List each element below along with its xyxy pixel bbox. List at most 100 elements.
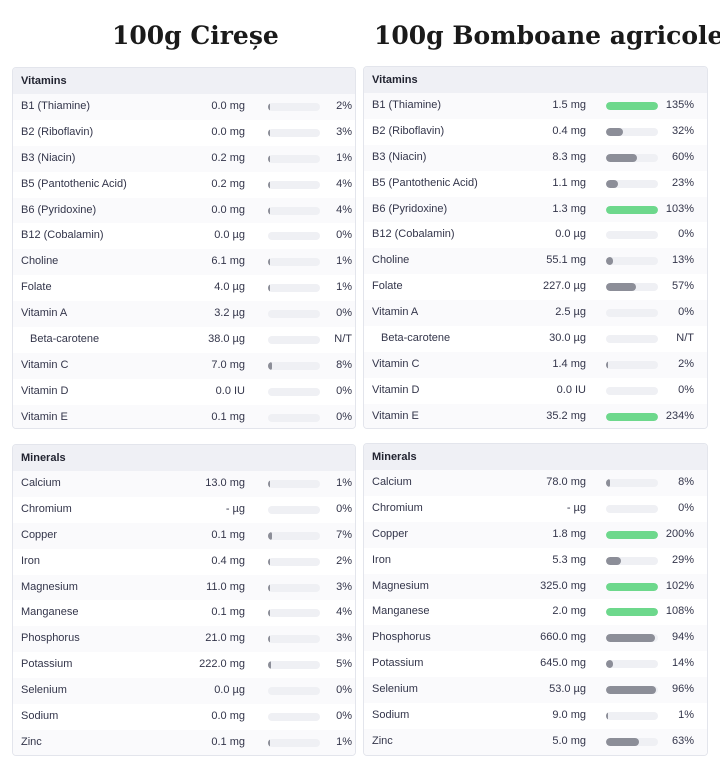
daily-value-bar <box>268 413 320 422</box>
nutrient-amount: 8.3 mg <box>552 150 586 163</box>
nutrient-row: B2 (Riboflavin) 0.4 mg 32% <box>364 119 707 145</box>
nutrient-row: Folate 4.0 µg 1% <box>13 275 355 301</box>
nutrient-row: Magnesium 11.0 mg 3% <box>13 574 355 601</box>
nutrient-name: Potassium <box>21 658 73 671</box>
daily-value-bar <box>606 556 658 565</box>
nutrient-row: Choline 55.1 mg 13% <box>364 248 707 275</box>
nutrient-name: Copper <box>21 528 58 541</box>
daily-value-bar-fill <box>268 206 271 215</box>
daily-value-bar-fill <box>268 154 270 163</box>
daily-value-bar-fill <box>606 712 608 721</box>
daily-value-percent: 200% <box>665 527 694 540</box>
nutrient-row: Folate 227.0 µg 57% <box>364 274 707 300</box>
nutrient-row: Vitamin C 1.4 mg 2% <box>364 351 707 378</box>
nutrient-amount: 9.0 mg <box>552 709 586 722</box>
vitamins-panel-candy: Vitamins B1 (Thiamine) 1.5 mg 135% B2 (Ribo… <box>363 66 708 429</box>
nutrient-name: B5 (Pantothenic Acid) <box>21 177 127 190</box>
nutrient-name: Vitamin C <box>21 358 69 371</box>
daily-value-bar-fill <box>606 530 658 539</box>
daily-value-bar <box>268 557 320 566</box>
nutrient-name: Vitamin A <box>21 307 68 320</box>
daily-value-bar <box>606 231 658 240</box>
nutrient-row: Vitamin D 0.0 IU 0% <box>364 378 707 404</box>
nutrient-row: Calcium 13.0 mg 1% <box>13 471 355 497</box>
nutrient-row: Zinc 5.0 mg 63% <box>364 728 707 755</box>
nutrient-name: B2 (Riboflavin) <box>372 124 445 137</box>
nutrient-row: Sodium 9.0 mg 1% <box>364 703 707 729</box>
nutrient-amount: 1.1 mg <box>552 176 586 189</box>
daily-value-bar-fill <box>268 480 270 488</box>
daily-value-percent: 0% <box>336 229 352 242</box>
daily-value-bar <box>606 504 658 513</box>
daily-value-bar <box>606 309 658 318</box>
daily-value-percent: 2% <box>336 100 352 112</box>
nutrient-name: Sodium <box>21 710 59 723</box>
panel-header: Minerals <box>13 445 355 471</box>
nutrient-amount: 21.0 mg <box>205 632 245 645</box>
daily-value-percent: 0% <box>678 306 694 319</box>
nutrient-amount: 0.2 mg <box>211 177 245 190</box>
nutrient-amount: 1.8 mg <box>552 527 586 540</box>
nutrient-row: Phosphorus 660.0 mg 94% <box>364 625 707 652</box>
nutrient-amount: 0.0 mg <box>211 710 245 723</box>
daily-value-bar <box>268 531 320 540</box>
daily-value-percent: 1% <box>336 255 352 268</box>
daily-value-bar-fill <box>606 205 658 214</box>
nutrient-row: B6 (Pyridoxine) 1.3 mg 103% <box>364 196 707 223</box>
nutrient-name: Selenium <box>21 684 67 697</box>
daily-value-bar <box>606 153 658 162</box>
daily-value-bar-fill <box>606 556 622 565</box>
nutrient-row: B12 (Cobalamin) 0.0 µg 0% <box>13 223 355 249</box>
daily-value-percent: 3% <box>336 125 352 138</box>
daily-value-bar <box>268 505 320 514</box>
nutrient-row: B2 (Riboflavin) 0.0 mg 3% <box>13 120 355 146</box>
daily-value-bar-fill <box>268 103 270 111</box>
nutrient-row: B5 (Pantothenic Acid) 0.2 mg 4% <box>13 172 355 198</box>
nutrient-name: Zinc <box>372 734 393 747</box>
nutrient-row: B5 (Pantothenic Acid) 1.1 mg 23% <box>364 171 707 197</box>
nutrient-row: Phosphorus 21.0 mg 3% <box>13 626 355 653</box>
daily-value-percent: 0% <box>336 307 352 320</box>
daily-value-bar <box>268 103 320 111</box>
daily-value-percent: 2% <box>678 357 694 370</box>
nutrient-name: Magnesium <box>372 579 429 592</box>
daily-value-percent: 2% <box>336 554 352 567</box>
nutrient-row: Copper 1.8 mg 200% <box>364 521 707 548</box>
nutrient-name: B2 (Riboflavin) <box>21 125 94 138</box>
daily-value-percent: 29% <box>671 553 694 566</box>
daily-value-bar <box>606 660 658 669</box>
nutrient-amount: 53.0 µg <box>549 683 586 696</box>
daily-value-bar-fill <box>606 257 613 266</box>
nutrient-amount: 0.0 µg <box>555 228 586 241</box>
nutrient-amount: 325.0 mg <box>540 579 586 592</box>
daily-value-bar <box>606 479 658 487</box>
nutrient-row: Manganese 0.1 mg 4% <box>13 600 355 626</box>
daily-value-bar-fill <box>606 412 658 421</box>
daily-value-bar-fill <box>268 531 272 540</box>
daily-value-bar-fill <box>606 102 658 110</box>
daily-value-percent: 0% <box>678 383 694 396</box>
nutrient-row: Zinc 0.1 mg 1% <box>13 729 355 755</box>
daily-value-bar <box>268 284 320 293</box>
nutrient-amount: 38.0 µg <box>208 333 245 346</box>
nutrient-amount: 660.0 mg <box>540 631 586 644</box>
nutrient-row: Manganese 2.0 mg 108% <box>364 599 707 625</box>
nutrient-amount: 4.0 µg <box>214 281 245 294</box>
nutrient-name: Chromium <box>21 502 72 515</box>
daily-value-bar-fill <box>606 660 614 669</box>
nutrient-name: Potassium <box>372 657 424 670</box>
nutrient-name: Choline <box>21 255 59 268</box>
nutrient-row: Copper 0.1 mg 7% <box>13 522 355 549</box>
nutrient-row: Beta-carotene 38.0 µg N/T <box>13 327 355 353</box>
nutrient-row: Beta-carotene 30.0 µg N/T <box>364 326 707 352</box>
daily-value-percent: 0% <box>336 502 352 515</box>
daily-value-percent: 63% <box>671 734 694 747</box>
nutrient-amount: 645.0 mg <box>540 657 586 670</box>
nutrient-row: B3 (Niacin) 0.2 mg 1% <box>13 145 355 172</box>
daily-value-percent: 7% <box>336 528 352 541</box>
nutrient-name: B12 (Cobalamin) <box>21 229 104 242</box>
daily-value-percent: 0% <box>678 501 694 514</box>
daily-value-bar-fill <box>268 583 270 592</box>
daily-value-bar-fill <box>268 180 271 189</box>
nutrient-amount: 0.1 mg <box>211 410 245 423</box>
